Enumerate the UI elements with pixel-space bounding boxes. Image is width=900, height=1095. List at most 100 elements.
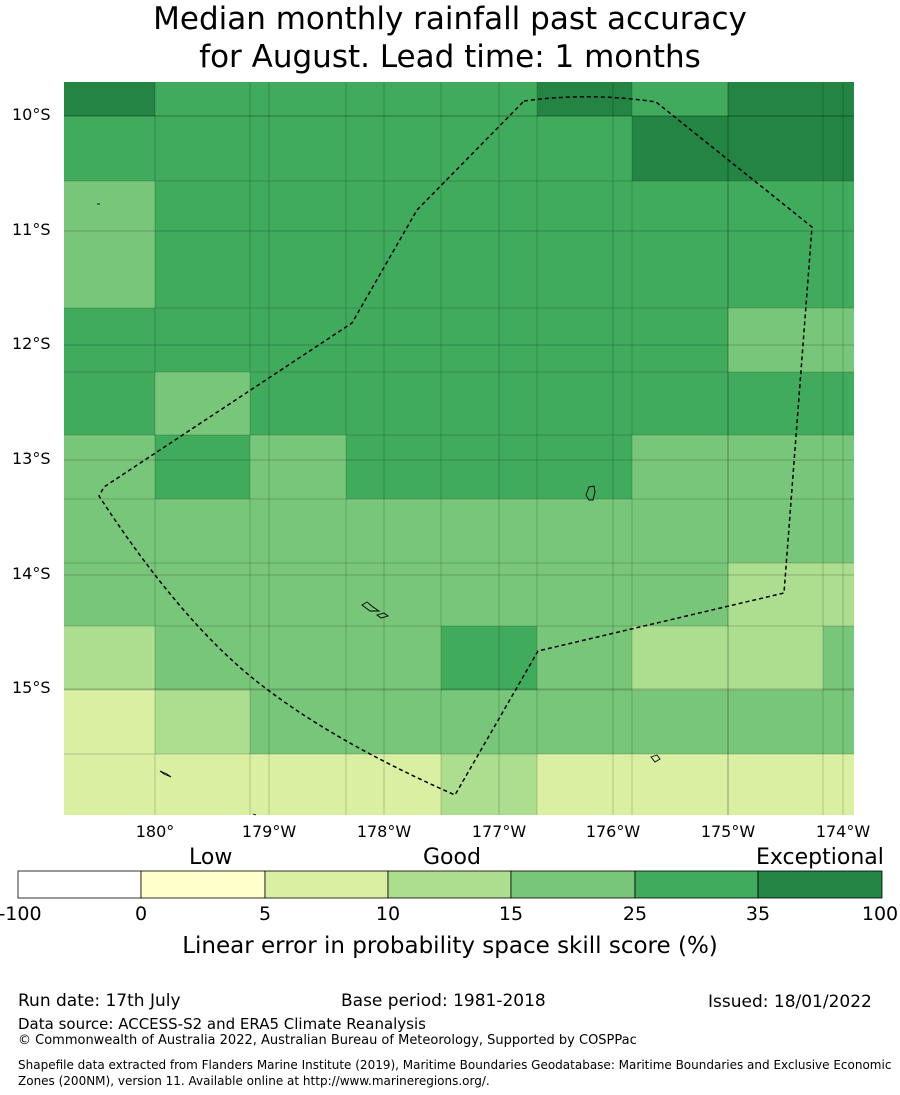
- colorbar: [17, 870, 883, 899]
- data-source: Data source: ACCESS-S2 and ERA5 Climate …: [18, 1015, 426, 1033]
- skill-cell: [537, 82, 632, 116]
- skill-cell: [346, 245, 441, 308]
- lon-label-174w: 174°W: [815, 822, 871, 841]
- skill-cell: [346, 435, 441, 499]
- colorbar-tick-35: 35: [745, 903, 771, 925]
- skill-cell: [728, 563, 854, 626]
- legend-good: Good: [423, 845, 481, 870]
- skill-cell: [537, 563, 632, 626]
- colorbar-segment: [634, 870, 759, 899]
- skill-cell: [155, 245, 250, 308]
- skill-cell: [632, 626, 728, 690]
- island-west-1: [361, 601, 381, 612]
- skill-cell: [64, 181, 155, 245]
- skill-cell: [441, 116, 537, 181]
- skill-cell: [64, 563, 155, 626]
- lon-label-175w: 175°W: [700, 822, 756, 841]
- colorbar-tick-10: 10: [375, 903, 401, 925]
- island-south-west: [159, 770, 172, 778]
- colorbar-tick-100: 100: [861, 903, 899, 925]
- skill-cell: [250, 690, 346, 754]
- skill-cell: [441, 563, 537, 626]
- skill-cell: [632, 372, 728, 435]
- colorbar-tick-5: 5: [258, 903, 272, 925]
- skill-cell: [64, 435, 155, 499]
- skill-cell: [250, 626, 346, 690]
- issued-date: Issued: 18/01/2022: [708, 992, 872, 1012]
- skill-cell: [250, 563, 346, 626]
- skill-cell: [155, 372, 250, 435]
- skill-cell: [64, 308, 155, 372]
- skill-cell: [728, 435, 854, 499]
- skill-cell: [728, 626, 823, 690]
- skill-cell: [441, 690, 537, 754]
- skill-cell: [537, 499, 632, 563]
- skill-cell: [632, 690, 728, 754]
- skill-map: [64, 82, 854, 816]
- skill-grid-cells: [64, 82, 854, 815]
- base-period: Base period: 1981-2018: [341, 991, 546, 1011]
- skill-cell: [537, 435, 632, 499]
- skill-cell: [728, 82, 854, 116]
- skill-cell: [155, 116, 250, 181]
- skill-cell: [537, 372, 632, 435]
- skill-cell: [632, 754, 728, 815]
- islands: [97, 203, 661, 816]
- skill-cell: [346, 563, 441, 626]
- skill-cell: [155, 754, 250, 815]
- run-date: Run date: 17th July: [18, 991, 181, 1011]
- island-south-east: [650, 754, 661, 763]
- colorbar-segment: [757, 870, 883, 899]
- lon-label-179w: 179°W: [241, 822, 297, 841]
- skill-cell: [155, 181, 250, 245]
- lat-label-13s: 13°S: [12, 449, 51, 468]
- copyright: © Commonwealth of Australia 2022, Austra…: [18, 1033, 637, 1048]
- title-line-1: Median monthly rainfall past accuracy: [153, 1, 747, 37]
- skill-cell: [250, 245, 346, 308]
- skill-cell: [441, 754, 537, 815]
- skill-cell: [441, 435, 537, 499]
- lat-label-14s: 14°S: [12, 564, 51, 583]
- skill-cell: [64, 499, 155, 563]
- skill-cell: [155, 499, 250, 563]
- skill-cell: [632, 181, 728, 245]
- skill-cell: [155, 563, 250, 626]
- colorbar-segment: [264, 870, 389, 899]
- skill-cell: [346, 690, 441, 754]
- skill-cell: [441, 245, 537, 308]
- skill-cell: [64, 754, 155, 815]
- skill-cell: [632, 563, 728, 626]
- skill-cell: [537, 754, 632, 815]
- skill-cell: [155, 308, 250, 372]
- skill-cell: [155, 626, 250, 690]
- colorbar-segment: [17, 870, 142, 899]
- skill-cell: [632, 116, 728, 181]
- island-south-edge: [252, 813, 257, 816]
- skill-cell: [250, 372, 346, 435]
- skill-cell: [250, 82, 346, 116]
- skill-cell: [64, 690, 155, 754]
- legend-exceptional: Exceptional: [756, 845, 884, 870]
- colorbar-segment: [387, 870, 512, 899]
- skill-cell: [728, 308, 854, 372]
- cell-boundaries: [64, 82, 854, 815]
- skill-cell: [250, 181, 346, 245]
- skill-cell: [155, 690, 250, 754]
- skill-cell: [441, 372, 537, 435]
- lon-label-177w: 177°W: [471, 822, 527, 841]
- lon-label-176w: 176°W: [585, 822, 641, 841]
- colorbar-segment: [510, 870, 636, 899]
- colorbar-title: Linear error in probability space skill …: [182, 933, 718, 959]
- skill-cell: [64, 245, 155, 308]
- title-line-2: for August. Lead time: 1 months: [199, 39, 701, 75]
- skill-cell: [250, 499, 346, 563]
- skill-cell: [346, 181, 441, 245]
- skill-cell: [346, 499, 441, 563]
- lon-label-180: 180°: [135, 822, 175, 841]
- skill-cell: [537, 626, 632, 690]
- skill-cell: [441, 626, 537, 690]
- skill-cell: [537, 245, 632, 308]
- island-west-2: [376, 612, 389, 619]
- graticule: [64, 82, 854, 815]
- map-title: Median monthly rainfall past accuracy fo…: [0, 0, 900, 76]
